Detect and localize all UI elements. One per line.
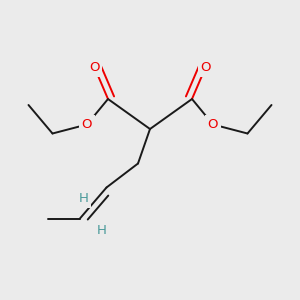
Text: O: O	[208, 118, 218, 131]
Text: H: H	[79, 192, 88, 205]
Text: O: O	[89, 61, 100, 74]
Text: O: O	[200, 61, 211, 74]
Text: O: O	[82, 118, 92, 131]
Text: H: H	[97, 224, 107, 237]
